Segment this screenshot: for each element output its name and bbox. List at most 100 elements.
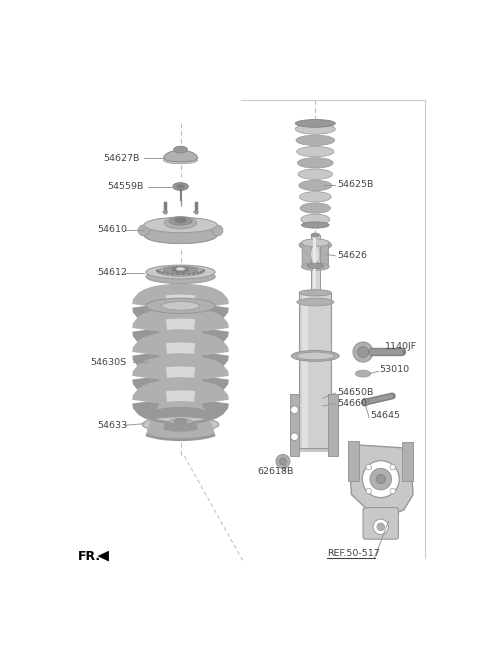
Ellipse shape bbox=[196, 272, 199, 274]
Ellipse shape bbox=[138, 225, 149, 236]
Bar bbox=[313, 235, 316, 293]
Text: 62618B: 62618B bbox=[258, 467, 294, 476]
Ellipse shape bbox=[295, 124, 336, 134]
Ellipse shape bbox=[161, 302, 200, 310]
Ellipse shape bbox=[172, 266, 189, 273]
Ellipse shape bbox=[301, 222, 329, 228]
Ellipse shape bbox=[291, 350, 339, 361]
Ellipse shape bbox=[157, 266, 204, 276]
Ellipse shape bbox=[301, 239, 329, 247]
Ellipse shape bbox=[146, 270, 215, 283]
Ellipse shape bbox=[291, 406, 299, 414]
Text: 54645: 54645 bbox=[371, 411, 401, 420]
Ellipse shape bbox=[200, 271, 203, 274]
Ellipse shape bbox=[156, 270, 160, 272]
Ellipse shape bbox=[377, 523, 384, 531]
Ellipse shape bbox=[296, 352, 335, 359]
Ellipse shape bbox=[144, 217, 217, 233]
Ellipse shape bbox=[299, 290, 332, 296]
Ellipse shape bbox=[156, 270, 159, 272]
Ellipse shape bbox=[212, 225, 223, 236]
Ellipse shape bbox=[366, 489, 372, 494]
Ellipse shape bbox=[169, 217, 192, 225]
Bar bbox=[328, 394, 337, 456]
Bar bbox=[299, 293, 332, 448]
Ellipse shape bbox=[144, 226, 217, 243]
Ellipse shape bbox=[295, 119, 336, 127]
Ellipse shape bbox=[291, 433, 299, 441]
Ellipse shape bbox=[174, 218, 187, 223]
Bar bbox=[290, 394, 299, 456]
Ellipse shape bbox=[297, 298, 334, 306]
Text: 1140JF: 1140JF bbox=[384, 342, 417, 351]
Ellipse shape bbox=[311, 245, 320, 264]
Ellipse shape bbox=[182, 273, 185, 276]
Ellipse shape bbox=[301, 214, 330, 224]
Ellipse shape bbox=[390, 489, 396, 494]
Ellipse shape bbox=[311, 233, 320, 237]
Text: 54610: 54610 bbox=[97, 225, 127, 234]
Ellipse shape bbox=[373, 519, 388, 535]
Ellipse shape bbox=[299, 239, 332, 251]
Ellipse shape bbox=[276, 455, 290, 468]
Polygon shape bbox=[97, 551, 109, 562]
Ellipse shape bbox=[298, 169, 333, 179]
Ellipse shape bbox=[174, 146, 188, 153]
Bar bbox=[312, 235, 320, 293]
Ellipse shape bbox=[300, 192, 331, 202]
Text: 54633: 54633 bbox=[97, 420, 128, 430]
Ellipse shape bbox=[177, 184, 184, 188]
Text: 54612: 54612 bbox=[97, 268, 127, 277]
Ellipse shape bbox=[202, 270, 204, 272]
Text: 54650B: 54650B bbox=[337, 388, 373, 398]
Ellipse shape bbox=[187, 273, 190, 276]
Ellipse shape bbox=[162, 272, 165, 274]
Ellipse shape bbox=[146, 298, 215, 314]
Ellipse shape bbox=[355, 370, 371, 377]
Ellipse shape bbox=[301, 263, 329, 270]
Bar bbox=[402, 442, 413, 481]
Text: 54626: 54626 bbox=[337, 251, 367, 260]
Ellipse shape bbox=[171, 273, 174, 276]
FancyBboxPatch shape bbox=[302, 243, 328, 268]
Ellipse shape bbox=[299, 180, 332, 191]
Ellipse shape bbox=[164, 266, 197, 274]
Ellipse shape bbox=[146, 265, 215, 279]
Text: 54627B: 54627B bbox=[104, 154, 140, 163]
Ellipse shape bbox=[164, 157, 197, 164]
Ellipse shape bbox=[193, 211, 199, 213]
Ellipse shape bbox=[169, 419, 192, 426]
Text: 54630S: 54630S bbox=[90, 358, 127, 367]
Ellipse shape bbox=[166, 272, 169, 275]
Ellipse shape bbox=[142, 417, 219, 432]
Ellipse shape bbox=[164, 216, 197, 229]
Ellipse shape bbox=[144, 226, 217, 243]
Ellipse shape bbox=[366, 464, 372, 470]
Ellipse shape bbox=[300, 203, 330, 213]
Bar bbox=[299, 398, 328, 452]
Ellipse shape bbox=[202, 270, 205, 272]
Ellipse shape bbox=[370, 468, 392, 490]
Ellipse shape bbox=[176, 273, 180, 276]
FancyBboxPatch shape bbox=[363, 508, 398, 539]
Text: 54625B: 54625B bbox=[337, 180, 373, 190]
Ellipse shape bbox=[376, 474, 385, 483]
Ellipse shape bbox=[176, 267, 185, 271]
Bar bbox=[348, 441, 359, 481]
Text: FR.: FR. bbox=[78, 550, 101, 563]
Ellipse shape bbox=[353, 342, 373, 362]
Text: 54660: 54660 bbox=[337, 399, 367, 408]
Ellipse shape bbox=[162, 211, 168, 213]
Polygon shape bbox=[164, 150, 197, 162]
Ellipse shape bbox=[296, 135, 335, 146]
Ellipse shape bbox=[307, 263, 324, 268]
Ellipse shape bbox=[174, 419, 187, 424]
Ellipse shape bbox=[361, 398, 369, 406]
Text: 54559B: 54559B bbox=[108, 182, 144, 191]
Ellipse shape bbox=[358, 346, 369, 358]
Bar bbox=[302, 293, 308, 448]
Ellipse shape bbox=[279, 458, 287, 465]
Ellipse shape bbox=[390, 464, 396, 470]
Ellipse shape bbox=[173, 182, 188, 190]
Ellipse shape bbox=[297, 146, 334, 157]
